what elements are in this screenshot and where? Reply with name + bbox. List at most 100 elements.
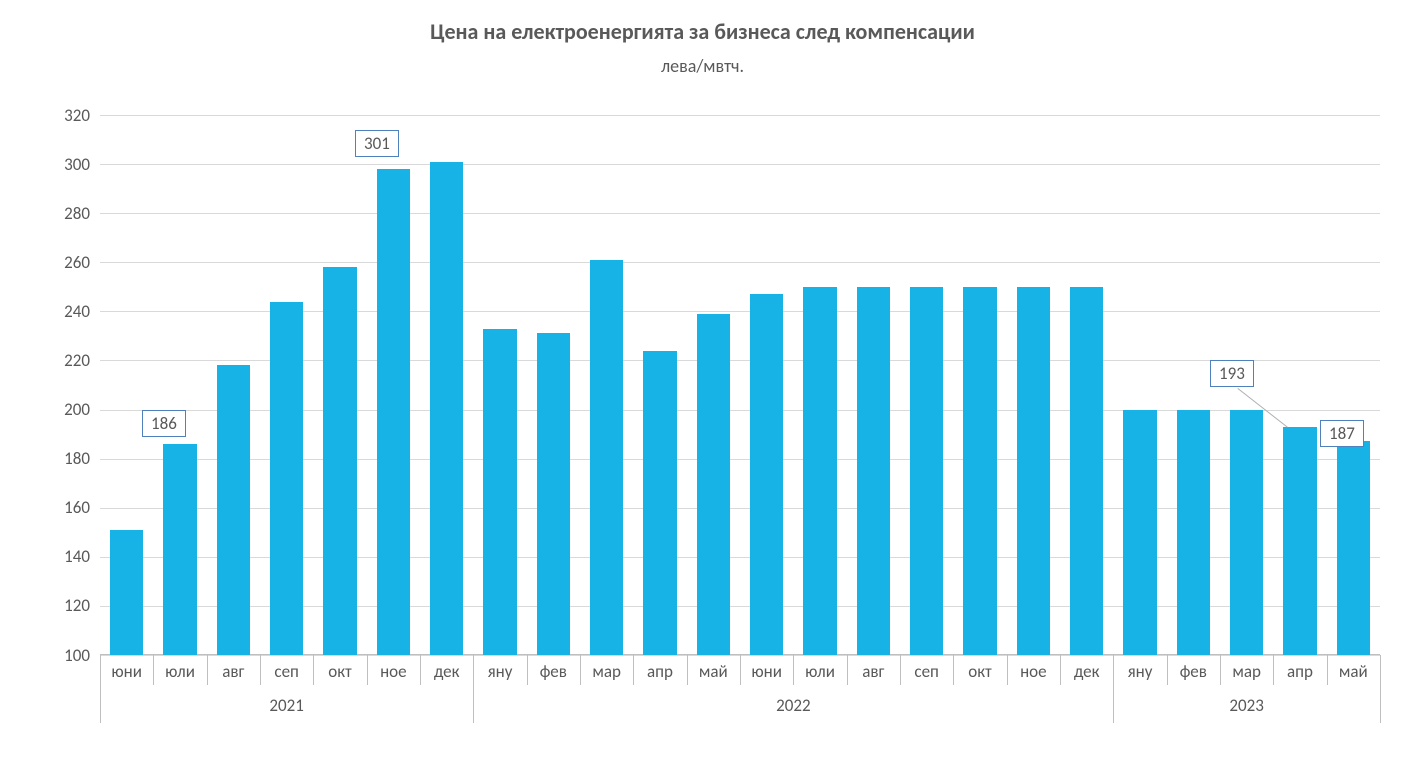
x-axis-month-label: сеп [900,661,953,682]
x-axis-month-label: юли [793,661,846,682]
bar [643,351,676,655]
gridline [100,213,1380,214]
x-axis-month-label: окт [953,661,1006,682]
y-axis-label: 100 [40,645,90,666]
x-axis-month-label: май [1327,661,1380,682]
x-axis-month-label: дек [420,661,473,682]
data-label: 187 [1320,420,1364,447]
bar [270,302,303,655]
bar [1123,410,1156,655]
x-axis-month-label: ное [367,661,420,682]
x-axis-month-label: ное [1007,661,1060,682]
x-axis-year-tick [100,655,101,723]
x-axis-tick [1327,655,1328,685]
x-axis-tick [687,655,688,685]
x-axis-tick [1273,655,1274,685]
x-axis-tick [1007,655,1008,685]
x-axis-month-label: яну [473,661,526,682]
x-axis-month-label: май [687,661,740,682]
bar [590,260,623,655]
x-axis-month-label: яну [1113,661,1166,682]
x-axis-tick [953,655,954,685]
bar [163,444,196,655]
bar [803,287,836,655]
x-axis-year-tick [473,655,474,723]
x-axis-month-label: авг [207,661,260,682]
y-axis-label: 200 [40,399,90,420]
y-axis-label: 160 [40,497,90,518]
x-axis-year-label: 2023 [1197,695,1297,716]
data-label: 301 [355,130,399,157]
x-axis-year-label: 2022 [743,695,843,716]
data-label: 193 [1210,360,1254,387]
x-axis-tick [420,655,421,685]
x-axis-month-label: мар [580,661,633,682]
x-axis-month-label: мар [1220,661,1273,682]
x-axis-tick [313,655,314,685]
x-axis-tick [153,655,154,685]
bar [963,287,996,655]
gridline [100,164,1380,165]
bar [323,267,356,655]
x-axis-tick [1060,655,1061,685]
x-axis-month-label: фев [1167,661,1220,682]
x-axis-year-label: 2021 [237,695,337,716]
x-axis-tick [740,655,741,685]
bar [910,287,943,655]
bar [1070,287,1103,655]
chart-subtitle: лева/мвтч. [0,55,1405,77]
y-axis-label: 240 [40,301,90,322]
x-axis-month-label: юни [100,661,153,682]
x-axis-tick [793,655,794,685]
x-axis-tick [633,655,634,685]
y-axis-label: 120 [40,595,90,616]
x-axis-year-tick [1380,655,1381,723]
bar [1337,441,1370,655]
bar [750,294,783,655]
bar [483,329,516,655]
bar [1283,427,1316,655]
x-axis-tick [580,655,581,685]
y-axis-label: 320 [40,105,90,126]
bar [1017,287,1050,655]
bar [537,333,570,655]
x-axis-month-label: апр [1273,661,1326,682]
x-axis-month-label: сеп [260,661,313,682]
x-axis-tick [367,655,368,685]
x-axis-month-label: фев [527,661,580,682]
x-axis-month-label: юли [153,661,206,682]
plot-area: 100120140160180200220240260280300320юнию… [100,115,1380,655]
bar [1177,410,1210,655]
gridline [100,115,1380,116]
bar [697,314,730,655]
y-axis-label: 280 [40,203,90,224]
data-label: 186 [142,410,186,437]
x-axis-tick [527,655,528,685]
x-axis-tick [1220,655,1221,685]
chart-title: Цена на електроенергията за бизнеса след… [0,18,1405,45]
bar [217,365,250,655]
x-axis-tick [847,655,848,685]
gridline [100,262,1380,263]
x-axis-tick [1167,655,1168,685]
bar [110,530,143,655]
y-axis-label: 260 [40,252,90,273]
x-axis-tick [260,655,261,685]
x-axis-month-label: дек [1060,661,1113,682]
x-axis-year-tick [1113,655,1114,723]
bar [377,169,410,655]
y-axis-label: 220 [40,350,90,371]
x-axis-month-label: апр [633,661,686,682]
electricity-price-chart: Цена на електроенергията за бизнеса след… [0,0,1405,769]
bar [430,162,463,655]
y-axis-label: 300 [40,154,90,175]
y-axis-label: 180 [40,448,90,469]
x-axis-month-label: юни [740,661,793,682]
bar [857,287,890,655]
x-axis-month-label: окт [313,661,366,682]
x-axis-month-label: авг [847,661,900,682]
x-axis-tick [900,655,901,685]
y-axis-label: 140 [40,546,90,567]
x-axis-tick [207,655,208,685]
bar [1230,410,1263,655]
